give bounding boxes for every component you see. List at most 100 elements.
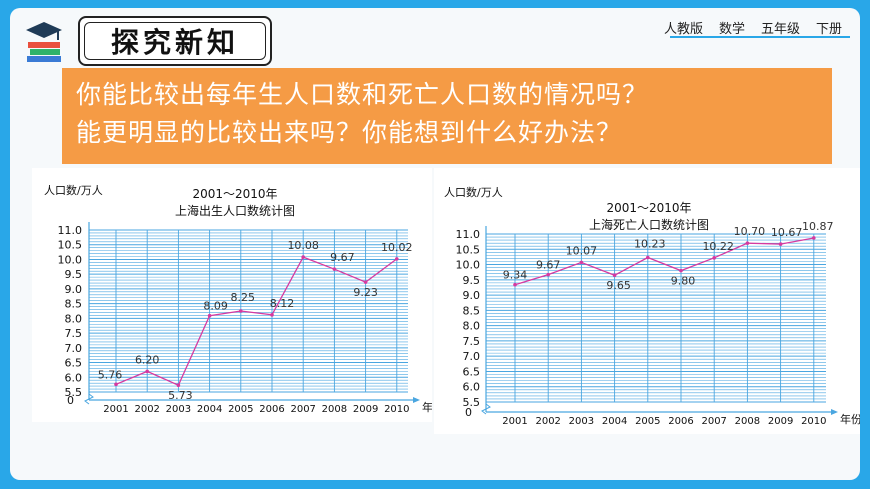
x-tick-label: 2004 [602,416,627,427]
data-label: 10.22 [702,240,734,253]
x-tick-label: 2007 [290,404,315,415]
header-divider [670,36,850,38]
x-tick-label: 2009 [768,416,793,427]
y-tick-label: 9.0 [463,289,481,302]
question-box: 你能比较出每年生人口数和死亡人口数的情况吗？ 能更明显的比较出来吗？你能想到什么… [62,68,832,164]
y-origin-label: 0 [465,406,472,419]
x-tick-label: 2008 [322,404,347,415]
tag-edition: 人教版 [663,22,703,37]
y-tick-label: 7.0 [463,350,481,363]
y-tick-label: 7.5 [65,327,83,340]
y-tick-label: 6.5 [65,357,83,370]
data-point [301,255,306,259]
data-label: 9.67 [536,259,561,272]
y-tick-label: 10.0 [58,253,83,266]
data-label: 10.67 [771,226,803,239]
data-point [679,268,683,273]
chart-title: 2001～2010年 [192,187,277,201]
y-tick-label: 9.5 [463,274,481,287]
x-tick-label: 2002 [134,404,159,415]
x-tick-label: 2002 [535,416,560,427]
y-tick-label: 8.5 [65,298,83,311]
data-label: 10.87 [802,220,834,233]
x-tick-label: 2005 [228,404,253,415]
data-point [712,256,716,260]
y-tick-label: 11.0 [58,224,83,237]
y-tick-label: 10.5 [58,239,83,252]
x-axis-label: 年份 [840,412,860,426]
data-point [778,242,783,246]
y-tick-label: 9.5 [65,268,83,281]
data-point [207,313,212,318]
header-tags: 人教版 数学 五年级 下册 [664,18,842,37]
data-label: 10.07 [566,244,598,257]
data-label: 10.02 [381,241,413,254]
data-point [270,313,274,317]
x-tick-label: 2008 [735,416,760,427]
y-tick-label: 10.5 [456,243,481,256]
axis-break-mark [84,393,94,405]
data-label: 5.73 [168,389,193,402]
y-tick-label: 8.5 [463,304,481,317]
x-tick-label: 2009 [353,404,378,415]
data-point [812,236,816,240]
birth-chart-panel: 2001～2010年 上海出生人口数统计图 人口数/万人 5.5 6.0 6.5 7.0 7.… [32,168,444,422]
axis-break-mark [481,403,491,415]
data-point [646,255,650,260]
data-label: 9.34 [503,269,528,282]
series-line [115,256,398,387]
x-tick-label: 2004 [197,404,222,415]
tag-volume: 下册 [815,22,842,37]
chart-title: 2001～2010年 [606,201,691,215]
tag-subject: 数学 [718,22,745,37]
x-axis-label: 年份 [422,400,432,414]
y-axis-label: 人口数/万人 [444,186,503,199]
data-point [239,309,243,313]
data-point [546,272,550,277]
x-tick-label: 2010 [801,416,826,427]
y-tick-label: 8.0 [463,320,481,333]
x-tick-label: 2001 [502,416,527,427]
y-tick-label: 7.0 [65,342,83,355]
chart-subtitle: 上海出生人口数统计图 [175,203,295,218]
x-tick-label: 2006 [668,416,693,427]
data-label: 8.12 [270,297,295,310]
y-tick-label: 11.0 [456,228,481,241]
question-line-1: 你能比较出每年生人口数和死亡人口数的情况吗？ [76,80,649,109]
tag-grade: 五年级 [760,22,800,37]
data-label: 9.65 [606,279,631,292]
x-axis-arrow [413,397,420,403]
x-axis-arrow [831,409,838,415]
data-label: 8.25 [231,291,256,304]
data-label: 6.20 [135,353,160,366]
data-label: 8.09 [203,300,228,313]
y-axis-label: 人口数/万人 [44,184,103,197]
y-tick-label: 9.0 [65,283,83,296]
y-tick-label: 5.5 [463,396,481,409]
x-tick-label: 2006 [259,404,284,415]
x-tick-label: 2001 [103,404,128,415]
x-tick-label: 2003 [569,416,594,427]
data-point [745,241,750,245]
y-tick-label: 7.5 [463,335,481,348]
data-point [145,369,149,374]
chart-subtitle: 上海死亡人口数统计图 [589,217,709,232]
x-tick-label: 2003 [166,404,191,415]
slide: 探究新知 人教版 数学 五年级 下册 你能比较出每年生人口数和死亡人口数的情况吗… [10,8,860,480]
data-point [612,273,617,278]
y-tick-label: 6.0 [65,371,83,384]
data-label: 9.80 [671,275,696,288]
graduation-books-icon [26,22,62,62]
x-tick-label: 2010 [384,404,409,415]
series-line [514,237,814,286]
data-label: 9.67 [330,251,355,264]
data-label: 10.70 [734,225,766,238]
data-point [176,383,181,388]
y-tick-label: 6.0 [463,381,481,394]
data-point [332,267,337,271]
data-point [513,282,517,287]
data-point [395,257,399,261]
y-tick-label: 6.5 [463,365,481,378]
x-tick-label: 2005 [635,416,660,427]
